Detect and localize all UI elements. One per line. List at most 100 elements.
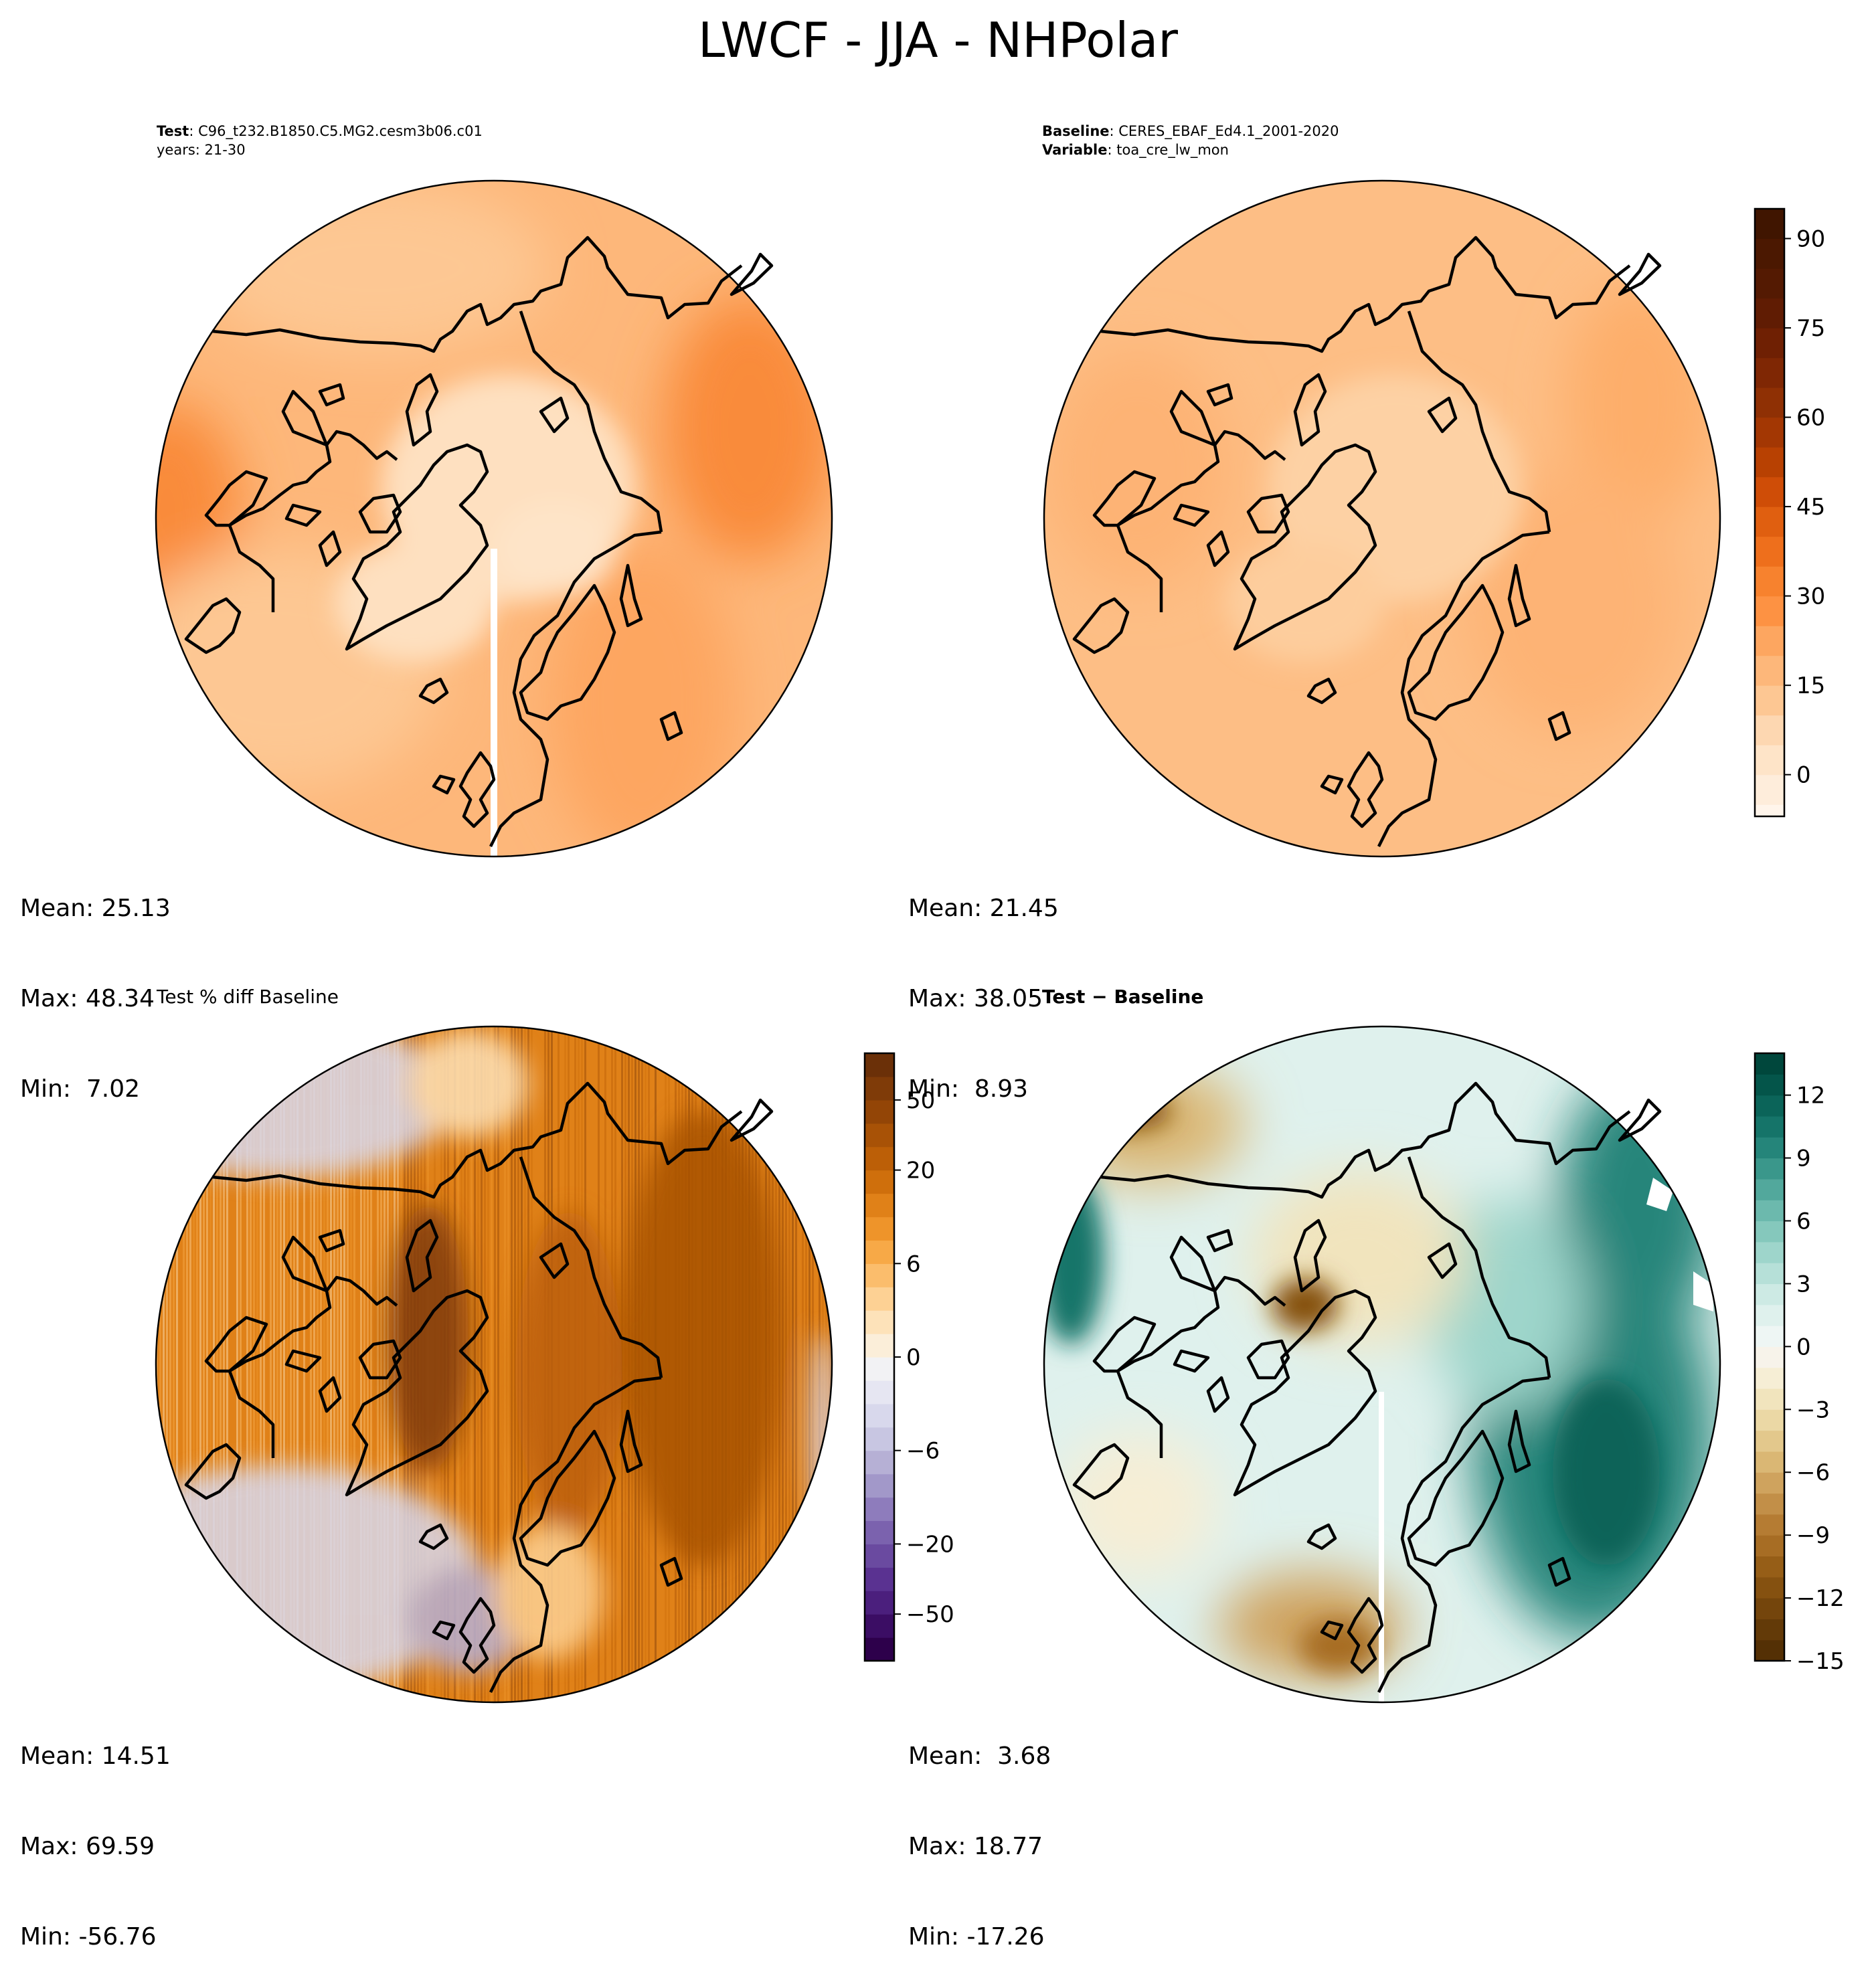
colorbar-segment	[865, 1076, 894, 1101]
colorbar-tick-label: 30	[1796, 583, 1825, 610]
colorbar-tick-label: 45	[1796, 494, 1825, 521]
panel-title-baseline: Baseline: CERES_EBAF_Ed4.1_2001-2020 Var…	[1042, 122, 1339, 159]
colorbar-segment	[1755, 1158, 1784, 1180]
stat-max: Max: 38.05	[908, 985, 1043, 1012]
colorbar-segment	[1755, 1137, 1784, 1159]
colorbar-segment	[865, 1567, 894, 1591]
stat-min: Min: -17.26	[908, 1923, 1045, 1951]
colorbar-segment	[1755, 1639, 1784, 1661]
stat-max: Max: 48.34	[20, 985, 155, 1012]
title-bold: Test − Baseline	[1042, 986, 1204, 1008]
map-pctdiff	[155, 1025, 833, 1704]
colorbar-tick-label: 12	[1796, 1083, 1825, 1109]
colorbar-tick-label: −12	[1796, 1585, 1845, 1612]
colorbar-segment	[1755, 238, 1784, 269]
colorbar-segment	[865, 1614, 894, 1638]
colorbar-segment	[1755, 804, 1784, 817]
colorbar-segment	[865, 1637, 894, 1661]
colorbar-segment	[1755, 1535, 1784, 1557]
colorbar-segment	[865, 1287, 894, 1311]
colorbar-segment	[1755, 1283, 1784, 1305]
colorbar-segment	[865, 1427, 894, 1451]
colorbar-tick-label: 0	[1796, 1334, 1811, 1360]
title-text: : C96_t232.B1850.C5.MG2.cesm3b06.c01	[189, 123, 483, 139]
colorbar-segment	[1755, 1178, 1784, 1200]
colorbar-segment	[865, 1099, 894, 1124]
colorbar-tick-label: 6	[906, 1251, 921, 1277]
colorbar-tick-label: 90	[1796, 226, 1825, 253]
colorbar-tick-label: −50	[906, 1601, 954, 1628]
colorbar-segment	[865, 1403, 894, 1428]
colorbar-segment	[1755, 1200, 1784, 1222]
colorbar-segment	[865, 1240, 894, 1264]
colorbar-segment	[1755, 1409, 1784, 1431]
colorbar-tick-label: 15	[1796, 672, 1825, 699]
colorbar-segment	[865, 1334, 894, 1358]
title-bold: Variable	[1042, 142, 1108, 158]
colorbar-tick-label: 0	[906, 1344, 921, 1371]
colorbar-segment	[865, 1591, 894, 1615]
colorbar-segment	[1755, 1221, 1784, 1243]
colorbar-segment	[865, 1217, 894, 1241]
stat-mean: Mean: 14.51	[20, 1742, 171, 1770]
colorbar-segment	[1755, 1053, 1784, 1075]
stat-mean: Mean: 25.13	[20, 895, 171, 922]
colorbar-segment	[1755, 387, 1784, 418]
stats-baseline: Mean: 21.45 Max: 38.05 Min: 8.93	[908, 833, 1059, 1134]
colorbar-segment	[1755, 1598, 1784, 1619]
colorbar-segment	[1755, 1263, 1784, 1285]
figure-title: LWCF - JJA - NHPolar	[698, 12, 1178, 68]
colorbar-tick-label: −6	[906, 1438, 940, 1465]
stat-min: Min: 8.93	[908, 1075, 1029, 1103]
colorbar-segment	[865, 1380, 894, 1405]
colorbar-segment	[865, 1520, 894, 1544]
colorbar-segment	[1755, 1304, 1784, 1326]
colorbar-segment	[1755, 476, 1784, 507]
colorbar-segment	[1755, 715, 1784, 745]
colorbar-segment	[865, 1123, 894, 1148]
colorbar-segment	[1755, 417, 1784, 448]
colorbar-tick-label: −15	[1796, 1648, 1845, 1675]
stat-mean: Mean: 3.68	[908, 1742, 1051, 1770]
colorbar-segment	[1755, 1556, 1784, 1578]
colorbar-segment	[865, 1357, 894, 1381]
colorbar-segment	[1755, 1326, 1784, 1347]
colorbar-tick-label: −9	[1796, 1522, 1830, 1549]
colorbar-tick-label: 20	[906, 1158, 935, 1184]
colorbar-segment	[1755, 1115, 1784, 1138]
colorbar-segment	[1755, 566, 1784, 597]
colorbar-segment	[865, 1497, 894, 1522]
colorbar-segment	[1755, 1367, 1784, 1389]
colorbar-tick-label: 60	[1796, 405, 1825, 432]
colorbar-segment	[1755, 745, 1784, 776]
panel-title-test: Test: C96_t232.B1850.C5.MG2.cesm3b06.c01…	[157, 122, 483, 159]
stat-min: Min: 7.02	[20, 1075, 141, 1103]
colorbar-segment	[1755, 1619, 1784, 1641]
colorbar-segment	[1755, 685, 1784, 716]
colorbar-baseline: 0 15 30 45 60 75 90	[1754, 207, 1825, 818]
colorbar-segment	[1755, 1388, 1784, 1410]
stat-mean: Mean: 21.45	[908, 895, 1059, 922]
stats-test: Mean: 25.13 Max: 48.34 Min: 7.02	[20, 833, 171, 1134]
colorbar-tick-label: 6	[1796, 1208, 1811, 1235]
stat-min: Min: -56.76	[20, 1923, 157, 1951]
title-text: : CERES_EBAF_Ed4.1_2001-2020	[1109, 123, 1339, 139]
colorbar-segment	[865, 1263, 894, 1287]
colorbar-segment	[1755, 1346, 1784, 1368]
colorbar-segment	[865, 1146, 894, 1171]
stat-max: Max: 69.59	[20, 1833, 155, 1860]
colorbar-segment	[865, 1170, 894, 1194]
colorbar-diff: −15 −12 −9 −6 −3 0 3 6 9 12	[1754, 1052, 1845, 1675]
colorbar-segment	[1755, 1472, 1784, 1494]
colorbar-segment	[865, 1310, 894, 1334]
colorbar-segment	[1755, 298, 1784, 329]
colorbar-segment	[1755, 1074, 1784, 1096]
colorbar-segment	[1755, 447, 1784, 478]
panel-title-pctdiff: Test % diff Baseline	[157, 988, 339, 1006]
colorbar-segment	[1755, 357, 1784, 388]
map-test	[155, 179, 833, 858]
colorbar-segment	[865, 1053, 894, 1077]
colorbar-segment	[1755, 268, 1784, 299]
colorbar-segment	[1755, 1514, 1784, 1536]
title-text: : toa_cre_lw_mon	[1107, 142, 1229, 158]
